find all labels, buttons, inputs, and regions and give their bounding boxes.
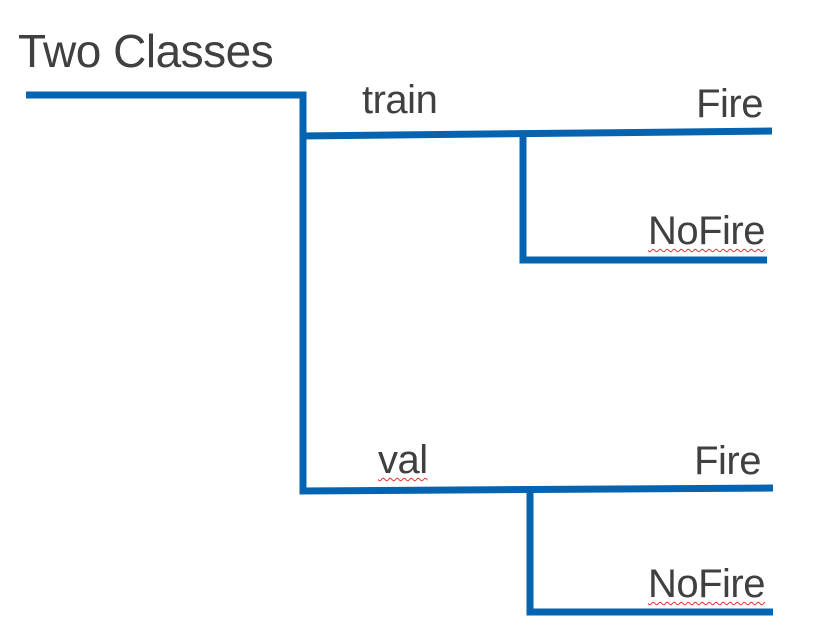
folder-label-train-fire: Fire xyxy=(696,82,763,126)
folder-label-train: train xyxy=(362,78,438,122)
folder-label-val-nofire: NoFire xyxy=(647,562,766,606)
diagram-title: Two Classes xyxy=(18,25,274,77)
train-branch-line xyxy=(299,127,773,140)
val-branch-line xyxy=(299,484,774,495)
folder-label-train-nofire: NoFire xyxy=(647,209,766,253)
folder-label-val-fire: Fire xyxy=(694,439,761,483)
folder-label-val: val xyxy=(378,438,428,482)
